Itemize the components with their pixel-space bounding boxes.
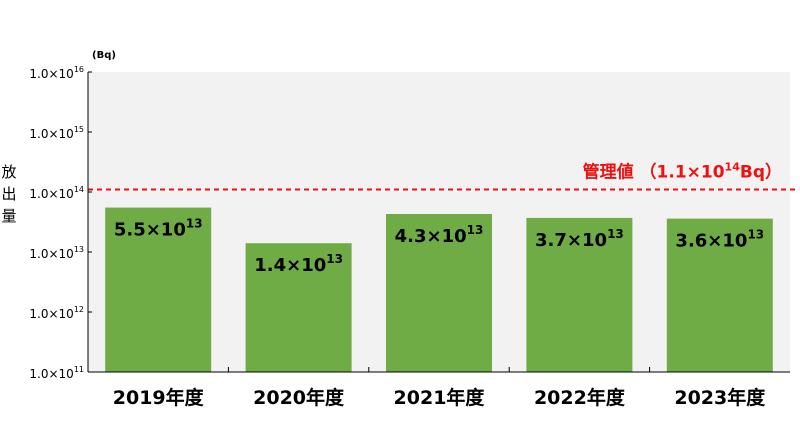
y-tick-label: 1.0×1016: [29, 65, 84, 81]
bar-value-label: 4.3×1013: [395, 223, 484, 247]
x-category-label: 2023年度: [674, 386, 766, 409]
management-value-prefix: 管理値 （1.1×10: [583, 162, 725, 183]
y-axis-title: 放出量: [1, 163, 16, 225]
bar: [245, 243, 352, 372]
y-axis-title-char: 放: [1, 163, 16, 181]
management-value-suffix: Bq）: [740, 162, 782, 183]
y-tick-label: 1.0×1013: [29, 245, 84, 261]
x-category-label: 2021年度: [394, 386, 486, 409]
bar-group: [105, 207, 773, 372]
bar: [105, 207, 212, 372]
y-tick-label: 1.0×1012: [29, 305, 84, 321]
bar: [666, 218, 773, 372]
management-value-label: 管理値 （1.1×1014Bq）: [583, 161, 782, 183]
y-tick-label: 1.0×1015: [29, 125, 84, 141]
y-axis-title-char: 量: [1, 207, 16, 225]
y-axis-title-char: 出: [1, 185, 16, 203]
x-category-label: 2022年度: [534, 386, 626, 409]
x-category-labels: 2019年度 2020年度 2021年度 2022年度 2023年度: [113, 386, 766, 409]
bar: [526, 217, 633, 372]
y-tick-label: 1.0×1014: [29, 185, 84, 201]
bar-value-label: 5.5×1013: [114, 217, 203, 241]
bar-value-label: 3.6×1013: [675, 228, 764, 252]
y-tick-label: 1.0×1011: [29, 365, 84, 381]
management-value-exponent: 14: [725, 161, 741, 174]
y-unit-label: (Bq): [92, 50, 116, 61]
bar-value-label: 3.7×1013: [535, 227, 624, 251]
bar: [386, 213, 492, 372]
x-category-label: 2020年度: [253, 386, 345, 409]
x-category-label: 2019年度: [113, 386, 205, 409]
y-tick-labels: 1.0×1016 1.0×1015 1.0×1014 1.0×1013 1.0×1012…: [29, 65, 92, 381]
bar-value-label: 1.4×1013: [254, 252, 343, 276]
bar-value-labels: 5.5×1013 1.4×1013 4.3×1013 3.7×1013 3.6×1013: [114, 217, 764, 277]
x-tick-marks: [227, 367, 651, 372]
